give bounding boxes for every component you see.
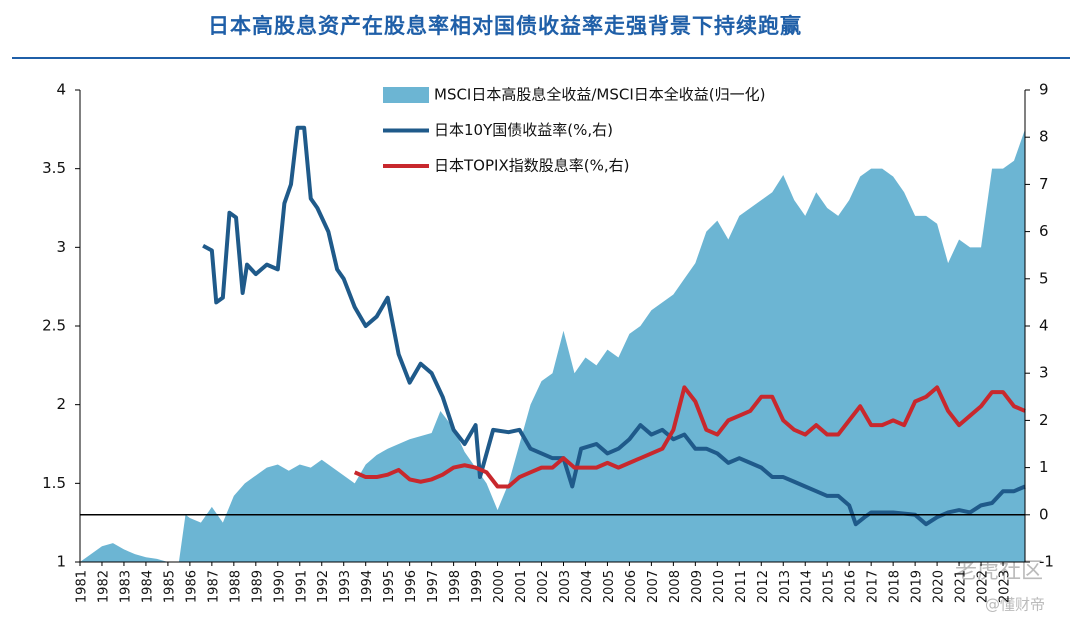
y-tick-label: 3 bbox=[56, 238, 66, 256]
y2-tick-label: 1 bbox=[1039, 458, 1049, 476]
y-tick-label: 1 bbox=[56, 553, 66, 571]
x-tick-label: 2023 bbox=[998, 570, 1013, 603]
x-tick-label: 2010 bbox=[712, 570, 727, 603]
watermark: 老虎社区 bbox=[955, 559, 1043, 584]
y-tick-label: 3.5 bbox=[42, 159, 66, 177]
y-tick-label: 1.5 bbox=[42, 474, 66, 492]
y2-tick-label: 8 bbox=[1039, 128, 1049, 146]
x-tick-label: 2016 bbox=[844, 570, 859, 603]
x-tick-label: 1996 bbox=[404, 570, 419, 603]
x-tick-label: 1998 bbox=[448, 570, 463, 603]
area bbox=[80, 129, 1025, 563]
x-tick-label: 2013 bbox=[778, 570, 793, 603]
y2-tick-label: 4 bbox=[1039, 317, 1049, 335]
x-tick-label: 1997 bbox=[426, 570, 441, 603]
chart-title: 日本高股息资产在股息率相对国债收益率走强背景下持续跑赢 bbox=[208, 14, 802, 38]
y2-tick-label: 7 bbox=[1039, 175, 1049, 193]
x-tick-label: 2007 bbox=[646, 570, 661, 603]
y2-tick-label: 2 bbox=[1039, 411, 1049, 429]
x-tick-label: 2022 bbox=[976, 570, 991, 603]
x-tick-label: 1991 bbox=[294, 570, 309, 603]
x-tick-label: 2017 bbox=[866, 570, 881, 603]
x-tick-label: 2021 bbox=[954, 570, 969, 603]
x-tick-label: 1988 bbox=[228, 570, 243, 603]
x-tick-label: 2006 bbox=[624, 570, 639, 603]
y2-tick-label: 5 bbox=[1039, 269, 1049, 287]
y2-tick-label: 3 bbox=[1039, 364, 1049, 382]
x-tick-label: 1989 bbox=[250, 570, 265, 603]
y2-tick-label: 6 bbox=[1039, 222, 1049, 240]
y-tick-label: 4 bbox=[56, 81, 66, 99]
y2-tick-label: 9 bbox=[1039, 81, 1049, 99]
legend-label: 日本TOPIX指数股息率(%,右) bbox=[434, 157, 629, 175]
y-tick-label: 2 bbox=[56, 395, 66, 413]
x-tick-label: 2004 bbox=[580, 570, 595, 603]
x-tick-label: 1985 bbox=[162, 570, 177, 603]
legend-swatch bbox=[383, 87, 429, 103]
x-tick-label: 2001 bbox=[514, 570, 529, 603]
x-tick-label: 2009 bbox=[690, 570, 705, 603]
plot bbox=[80, 125, 1026, 563]
x-tick-label: 2011 bbox=[734, 570, 749, 603]
x-tick-label: 1982 bbox=[96, 570, 111, 603]
line bbox=[202, 125, 1026, 527]
x-tick-label: 2002 bbox=[536, 570, 551, 603]
watermark: @懂财帝 bbox=[985, 596, 1045, 614]
x-tick-label: 2008 bbox=[668, 570, 683, 603]
x-tick-label: 1994 bbox=[360, 570, 375, 603]
x-tick-label: 1993 bbox=[338, 570, 353, 603]
x-tick-label: 2003 bbox=[558, 570, 573, 603]
legend-label: MSCI日本高股息全收益/MSCI日本全收益(归一化) bbox=[434, 86, 765, 104]
x-tick-label: 2015 bbox=[822, 570, 837, 603]
x-tick-label: 1990 bbox=[272, 570, 287, 603]
x-tick-label: 1986 bbox=[184, 570, 199, 603]
legend-label: 日本10Y国债收益率(%,右) bbox=[434, 121, 613, 139]
y2-tick-label: 0 bbox=[1039, 505, 1049, 523]
x-tick-label: 2020 bbox=[932, 570, 947, 603]
x-tick-label: 2014 bbox=[800, 570, 815, 603]
x-tick-label: 2000 bbox=[492, 570, 507, 603]
line bbox=[353, 385, 1026, 489]
x-tick-label: 2012 bbox=[756, 570, 771, 603]
x-tick-label: 1995 bbox=[382, 570, 397, 603]
x-tick-label: 1992 bbox=[316, 570, 331, 603]
x-tick-label: 1999 bbox=[470, 570, 485, 603]
x-tick-label: 2019 bbox=[910, 570, 925, 603]
x-tick-label: 2018 bbox=[888, 570, 903, 603]
x-tick-label: 2005 bbox=[602, 570, 617, 603]
x-tick-label: 1987 bbox=[206, 570, 221, 603]
x-tick-label: 1984 bbox=[140, 570, 155, 603]
x-tick-label: 1981 bbox=[75, 570, 90, 603]
x-tick-label: 1983 bbox=[118, 570, 133, 603]
y-tick-label: 2.5 bbox=[42, 317, 66, 335]
y2-tick-label: -1 bbox=[1039, 553, 1054, 571]
